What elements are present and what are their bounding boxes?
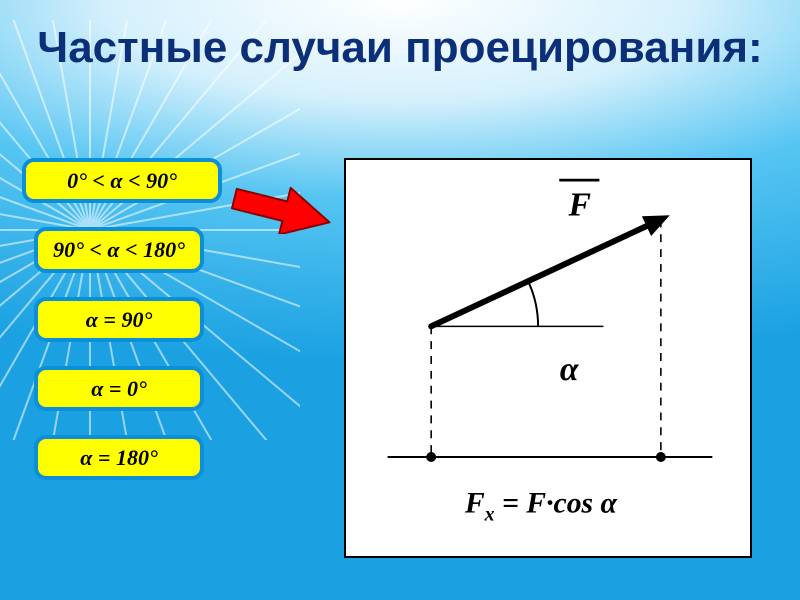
case-btn-eq-0[interactable]: α = 0° <box>34 366 204 411</box>
case-button-column: 0° < α < 90° 90° < α < 180° α = 90° α = … <box>22 158 222 480</box>
slide-root: Частные случаи проецирования: 0° < α < 9… <box>0 0 800 600</box>
projection-diagram: — F α Fx = F·cos α <box>346 160 750 556</box>
case-btn-90-180[interactable]: 90° < α < 180° <box>34 227 204 272</box>
svg-text:α: α <box>560 351 580 388</box>
svg-text:F: F <box>567 186 590 223</box>
page-title: Частные случаи проецирования: <box>0 24 800 72</box>
case-btn-0-90[interactable]: 0° < α < 90° <box>22 158 222 203</box>
case-btn-eq-180[interactable]: α = 180° <box>34 435 204 480</box>
active-arrow-icon <box>228 170 338 234</box>
svg-text:Fx = F·cos α: Fx = F·cos α <box>464 487 618 525</box>
diagram-panel: — F α Fx = F·cos α <box>344 158 752 558</box>
case-btn-eq-90[interactable]: α = 90° <box>34 297 204 342</box>
